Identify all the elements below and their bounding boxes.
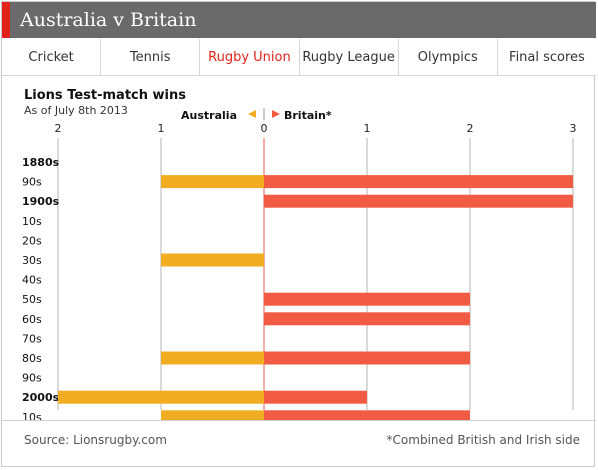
bar-britain [264,292,470,306]
bar-britain [264,351,470,365]
category-label: 20s [22,234,42,247]
bar-australia [161,175,264,189]
bar-britain [264,175,573,189]
tab-rugby-union[interactable]: Rugby Union [200,39,300,75]
category-label: 40s [22,274,42,287]
bar-britain [264,390,367,404]
footer-divider [2,420,596,421]
legend-australia-label: Australia [181,109,237,122]
legend-britain-label: Britain* [284,109,332,122]
chart-subtitle: As of July 8th 2013 [24,104,128,117]
tab-olympics[interactable]: Olympics [399,39,498,75]
category-label: 1880s [22,156,60,169]
x-tick-label: 1 [158,122,165,135]
bar-australia [161,410,264,420]
bar-australia [161,351,264,365]
category-label: 10s [22,411,42,420]
category-label: 30s [22,254,42,267]
legend-australia-arrow-icon [248,110,256,118]
category-label: 60s [22,313,42,326]
category-label: 1900s [22,195,60,208]
x-tick-label: 3 [570,122,577,135]
category-label: 90s [22,372,42,385]
category-label: 2000s [22,391,60,404]
x-tick-label: 2 [467,122,474,135]
tab-rugby-league[interactable]: Rugby League [300,39,399,75]
title-bar: Australia v Britain [2,2,596,38]
category-label: 70s [22,332,42,345]
page-title: Australia v Britain [20,9,197,31]
title-accent-bar [2,2,10,38]
x-tick-label: 0 [261,122,268,135]
category-label: 50s [22,293,42,306]
tab-cricket[interactable]: Cricket [2,39,102,75]
chart-title: Lions Test-match wins [24,88,186,103]
tab-final-scores[interactable]: Final scores [509,49,585,65]
tab-bar: Cricket Tennis Rugby Union Rugby League … [2,39,596,76]
bar-australia [161,253,264,267]
bar-britain [264,194,573,208]
footnote-text: *Combined British and Irish side [386,433,580,447]
tab-tennis[interactable]: Tennis [101,39,201,75]
legend-britain-arrow-icon [272,110,280,118]
x-tick-label: 2 [55,122,62,135]
category-label: 90s [22,176,42,189]
category-label: 80s [22,352,42,365]
x-tick-label: 1 [364,122,371,135]
bar-britain [264,312,470,326]
bar-britain [264,410,470,420]
category-label: 10s [22,215,42,228]
chart-plot: 2 1 0 1 2 3 Australia Britain* 1880s 90s 1900s 10s 2… [22,108,577,420]
bar-australia [58,390,264,404]
source-text: Source: Lionsrugby.com [24,433,167,447]
